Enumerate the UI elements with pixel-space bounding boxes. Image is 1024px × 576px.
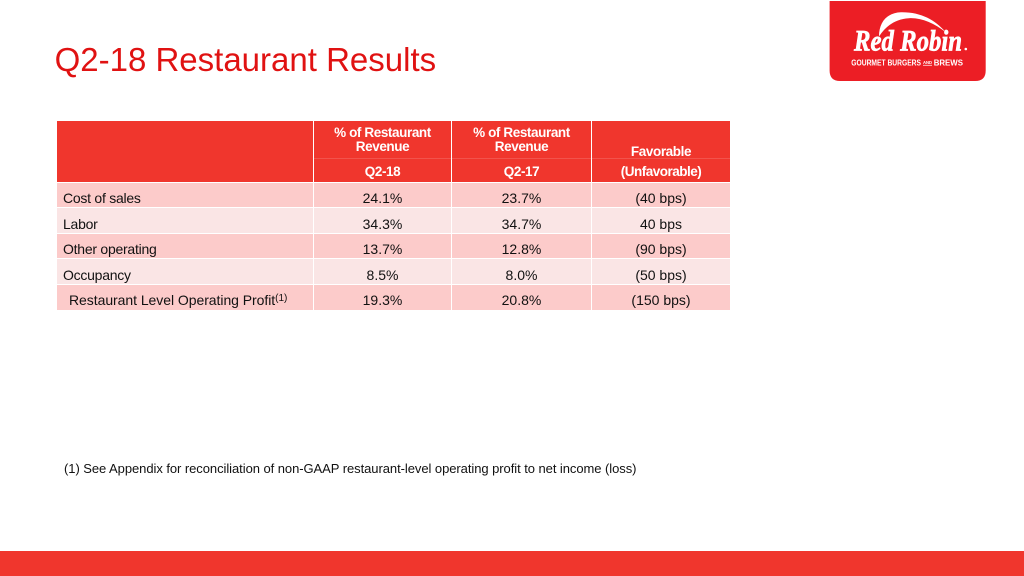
svg-text:AND: AND <box>923 60 933 65</box>
svg-text:GOURMET BURGERS: GOURMET BURGERS <box>851 58 921 68</box>
svg-text:BREWS: BREWS <box>934 58 964 68</box>
svg-text:Red Robin: Red Robin <box>853 25 962 58</box>
